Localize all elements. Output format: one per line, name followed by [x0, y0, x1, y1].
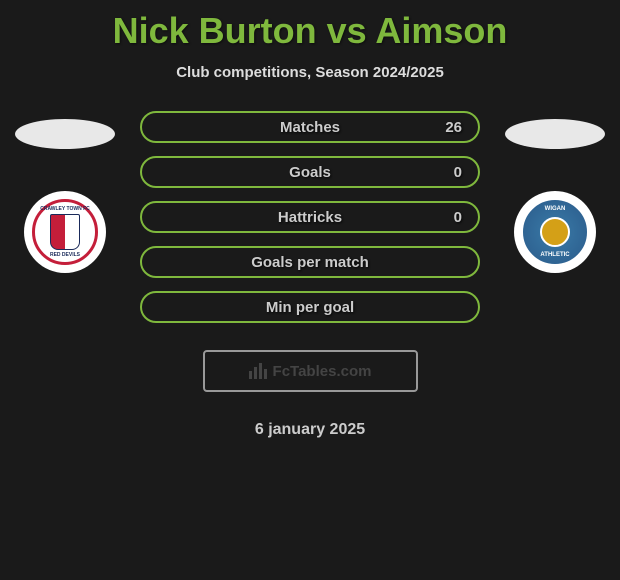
stat-row-goals: Goals 0 [140, 156, 480, 188]
left-club-name-top: CRAWLEY TOWN FC [40, 206, 90, 212]
date-label: 6 january 2025 [140, 421, 480, 439]
stat-value-right: 0 [454, 164, 462, 181]
left-club-name-bottom: RED DEVILS [50, 252, 80, 258]
stats-column: Matches 26 Goals 0 Hattricks 0 Goals per… [140, 111, 480, 439]
left-player-avatar [15, 119, 115, 149]
shield-icon [50, 214, 80, 250]
stat-label: Goals per match [251, 254, 369, 271]
stat-row-min-per-goal: Min per goal [140, 291, 480, 323]
left-club-badge: CRAWLEY TOWN FC RED DEVILS [24, 191, 106, 273]
season-subtitle: Club competitions, Season 2024/2025 [0, 64, 620, 81]
brand-text: FcTables.com [273, 363, 372, 380]
stat-value-right: 26 [445, 119, 462, 136]
right-club-badge: WIGAN ATHLETIC [514, 191, 596, 273]
right-club-name-top: WIGAN [545, 206, 566, 212]
bar-chart-icon [249, 363, 267, 379]
stat-label: Min per goal [266, 299, 354, 316]
right-player-avatar [505, 119, 605, 149]
right-player-column: WIGAN ATHLETIC [500, 111, 610, 273]
club-crest-icon [540, 217, 570, 247]
page-title: Nick Burton vs Aimson [0, 0, 620, 52]
right-club-name-bottom: ATHLETIC [540, 252, 569, 258]
stat-row-goals-per-match: Goals per match [140, 246, 480, 278]
stat-label: Hattricks [278, 209, 342, 226]
left-player-column: CRAWLEY TOWN FC RED DEVILS [10, 111, 120, 273]
stat-value-right: 0 [454, 209, 462, 226]
stat-row-matches: Matches 26 [140, 111, 480, 143]
stat-label: Goals [289, 164, 331, 181]
stat-label: Matches [280, 119, 340, 136]
stat-row-hattricks: Hattricks 0 [140, 201, 480, 233]
brand-box: FcTables.com [203, 350, 418, 392]
comparison-content: CRAWLEY TOWN FC RED DEVILS Matches 26 Go… [0, 111, 620, 439]
